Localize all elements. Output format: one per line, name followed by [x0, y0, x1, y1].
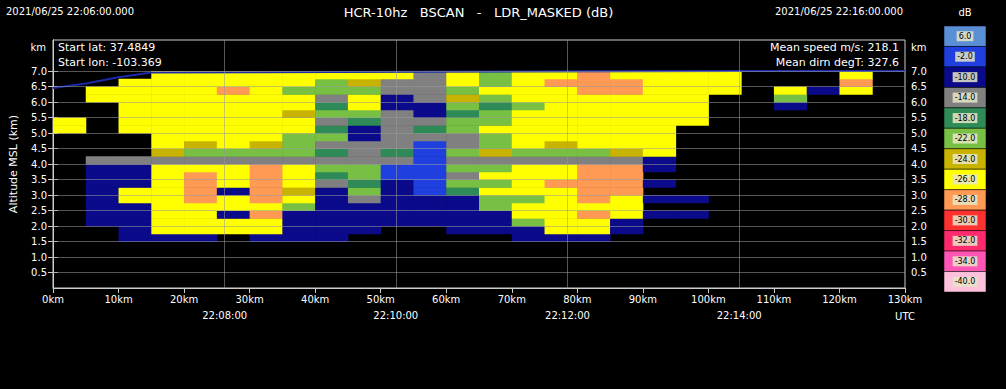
svg-text:0.5: 0.5: [31, 267, 47, 278]
svg-text:7.0: 7.0: [31, 66, 47, 77]
svg-text:80km: 80km: [563, 294, 591, 305]
svg-text:-10.0: -10.0: [955, 73, 976, 82]
svg-text:70km: 70km: [498, 294, 526, 305]
svg-text:4.0: 4.0: [31, 159, 47, 170]
svg-text:6.0: 6.0: [911, 97, 927, 108]
svg-text:40km: 40km: [301, 294, 329, 305]
svg-text:2021/06/25 22:06:00.000: 2021/06/25 22:06:00.000: [6, 6, 134, 17]
svg-text:-30.0: -30.0: [955, 216, 976, 225]
svg-text:22:08:00: 22:08:00: [202, 310, 247, 321]
svg-text:2.5: 2.5: [31, 205, 47, 216]
svg-text:50km: 50km: [367, 294, 395, 305]
svg-text:Start lat: 37.4849: Start lat: 37.4849: [58, 41, 155, 54]
svg-text:3.5: 3.5: [31, 174, 47, 185]
svg-text:Start lon: -103.369: Start lon: -103.369: [58, 56, 162, 69]
svg-text:3.5: 3.5: [911, 174, 927, 185]
svg-text:1.5: 1.5: [31, 236, 47, 247]
svg-text:7.0: 7.0: [911, 66, 927, 77]
svg-text:1.0: 1.0: [911, 252, 927, 263]
svg-text:5.0: 5.0: [911, 128, 927, 139]
svg-text:km: km: [911, 42, 927, 53]
svg-text:0.5: 0.5: [911, 267, 927, 278]
svg-text:Mean dirn degT: 327.6: Mean dirn degT: 327.6: [776, 56, 899, 69]
svg-text:60km: 60km: [432, 294, 460, 305]
svg-text:-34.0: -34.0: [955, 257, 976, 266]
svg-text:6.5: 6.5: [31, 81, 47, 92]
svg-text:0km: 0km: [42, 294, 64, 305]
svg-text:Altitude MSL (km): Altitude MSL (km): [7, 115, 20, 213]
svg-text:22:10:00: 22:10:00: [373, 310, 418, 321]
svg-text:-14.0: -14.0: [955, 93, 976, 102]
svg-text:km: km: [30, 42, 46, 53]
svg-text:HCR-10hz BSCAN - LDR_MAS: HCR-10hz BSCAN - LDR_MASKED (dB): [344, 5, 614, 20]
svg-text:dB: dB: [958, 7, 971, 18]
svg-text:1.5: 1.5: [911, 236, 927, 247]
svg-text:20km: 20km: [170, 294, 198, 305]
svg-text:-28.0: -28.0: [955, 195, 976, 204]
svg-text:5.5: 5.5: [911, 112, 927, 123]
svg-text:3.0: 3.0: [31, 190, 47, 201]
svg-text:1.0: 1.0: [31, 252, 47, 263]
svg-text:6.0: 6.0: [31, 97, 47, 108]
svg-text:Mean speed m/s: 218.1: Mean speed m/s: 218.1: [770, 41, 899, 54]
svg-text:4.5: 4.5: [911, 143, 927, 154]
svg-text:-18.0: -18.0: [955, 114, 976, 123]
svg-text:100km: 100km: [691, 294, 726, 305]
svg-text:120km: 120km: [822, 294, 857, 305]
svg-text:4.5: 4.5: [31, 143, 47, 154]
svg-text:22:14:00: 22:14:00: [717, 310, 762, 321]
svg-text:22:12:00: 22:12:00: [545, 310, 590, 321]
svg-text:3.0: 3.0: [911, 190, 927, 201]
svg-text:2021/06/25 22:16:00.000: 2021/06/25 22:16:00.000: [775, 6, 903, 17]
svg-text:6.5: 6.5: [911, 81, 927, 92]
svg-text:2.0: 2.0: [911, 221, 927, 232]
svg-text:-26.0: -26.0: [955, 175, 976, 184]
svg-text:4.0: 4.0: [911, 159, 927, 170]
svg-text:5.5: 5.5: [31, 112, 47, 123]
svg-text:UTC: UTC: [895, 311, 915, 322]
svg-text:30km: 30km: [235, 294, 263, 305]
svg-text:5.0: 5.0: [31, 128, 47, 139]
svg-text:2.5: 2.5: [911, 205, 927, 216]
svg-text:-2.0: -2.0: [957, 52, 973, 61]
svg-text:-22.0: -22.0: [955, 134, 976, 143]
svg-text:10km: 10km: [104, 294, 132, 305]
svg-text:-24.0: -24.0: [955, 155, 976, 164]
svg-text:6.0: 6.0: [959, 32, 972, 41]
svg-text:90km: 90km: [629, 294, 657, 305]
svg-text:110km: 110km: [757, 294, 792, 305]
svg-text:130km: 130km: [888, 294, 923, 305]
svg-text:-32.0: -32.0: [955, 236, 976, 245]
svg-text:2.0: 2.0: [31, 221, 47, 232]
svg-text:-40.0: -40.0: [955, 277, 976, 286]
